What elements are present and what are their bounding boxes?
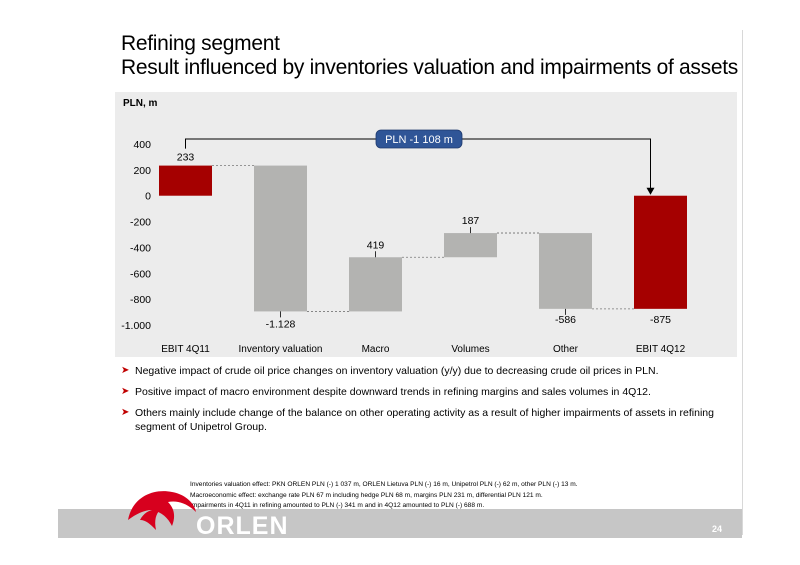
bar [254,165,307,312]
x-tick-label: Macro [362,344,390,355]
callout-label: PLN -1 108 m [385,134,453,146]
title-line-2: Result influenced by inventories valuati… [121,56,738,79]
bar [634,195,687,309]
title-line-1: Refining segment [121,32,280,55]
waterfall-chart: PLN, m 400 200 0 -200 -400 -600 -800 -1.000 EBIT … [121,98,687,355]
data-label: 187 [462,215,480,227]
unit-label: PLN, m [123,98,158,109]
data-label: -1.128 [266,318,296,330]
bullet-list: ➤ Negative impact of crude oil price cha… [121,364,731,441]
y-tick-label: -1.000 [121,320,151,332]
bullet-text: Positive impact of macro environment des… [135,386,651,398]
y-tick-label: -800 [130,294,151,306]
y-tick-label: 400 [133,139,151,151]
bullet-item: ➤ Positive impact of macro environment d… [121,385,731,399]
data-label: -586 [555,314,576,326]
bullet-text: Others mainly include change of the bala… [135,407,714,433]
x-tick-label: Other [553,344,579,355]
slide-title: Refining segment Result influenced by in… [121,32,738,80]
y-tick-label: 200 [133,165,151,177]
callout-box [375,129,463,149]
orlen-logo-text: ORLEN [196,512,289,540]
y-tick-label: -200 [130,217,151,229]
bar [349,257,402,312]
bullet-item: ➤ Negative impact of crude oil price cha… [121,364,731,378]
callout-arrow-icon [646,187,655,195]
x-tick-label: EBIT 4Q11 [161,344,210,355]
y-tick-label: 0 [145,191,151,203]
data-label: 419 [367,239,385,251]
y-tick-label: -400 [130,242,151,254]
bullet-text: Negative impact of crude oil price chang… [135,365,659,377]
x-tick-label: Volumes [451,344,489,355]
slide-divider-line [742,30,743,535]
bullet-item: ➤ Others mainly include change of the ba… [121,406,731,434]
x-tick-label: Inventory valuation [239,344,323,355]
data-label: -875 [650,314,671,326]
y-tick-label: -600 [130,268,151,280]
orlen-eagle-logo-icon [128,491,196,530]
page-number: 24 [712,524,723,534]
footnote: Inventories valuation effect: PKN ORLEN … [190,481,578,488]
bullet-arrow-icon: ➤ [121,386,130,397]
bullet-arrow-icon: ➤ [121,365,130,376]
data-label: 233 [177,152,195,164]
bar [539,233,592,309]
footnote: Impairments in 4Q11 in refining amounted… [190,502,485,509]
chart-panel: PLN, m 400 200 0 -200 -400 -600 -800 -1.000 EBIT … [115,92,737,357]
bar [159,165,212,196]
bar [444,233,497,258]
x-tick-label: EBIT 4Q12 [636,344,686,355]
bullet-arrow-icon: ➤ [121,407,130,418]
footnote: Macroeconomic effect: exchange rate PLN … [190,491,543,499]
footnotes: Inventories valuation effect: PKN ORLEN … [190,480,730,512]
